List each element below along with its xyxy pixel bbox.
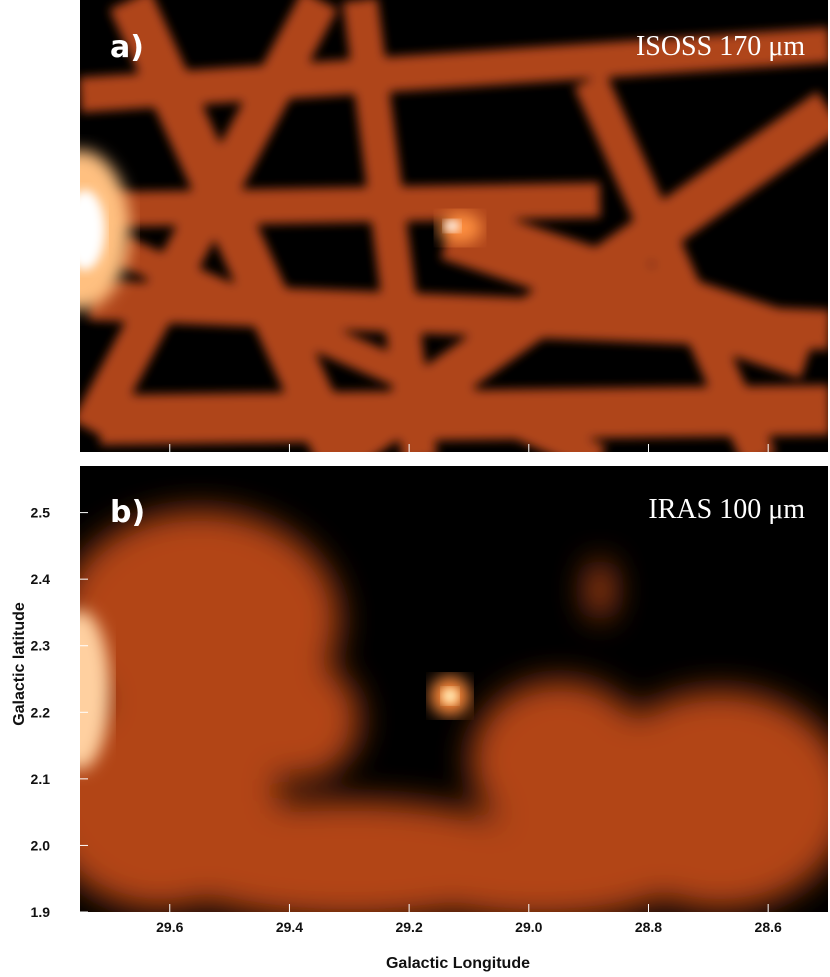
- panel-label: a): [110, 30, 144, 65]
- x-tick-label: 28.6: [755, 919, 782, 935]
- x-axis-title: Galactic Longitude: [386, 955, 530, 972]
- y-tick-label: 2.2: [31, 704, 51, 720]
- y-tick-label: 2.0: [31, 837, 51, 853]
- x-tick-label: 29.6: [156, 919, 183, 935]
- x-tick-label: 29.0: [515, 919, 542, 935]
- annotation: ISOSS 170 μm: [636, 31, 805, 62]
- y-tick-label: 2.4: [31, 571, 51, 587]
- x-tick-label: 29.2: [395, 919, 422, 935]
- panel-a-image: [80, 0, 828, 452]
- x-tick-label: 29.4: [276, 919, 303, 935]
- y-axis-title: Galactic latitude: [11, 602, 28, 726]
- panel-label: b): [110, 495, 145, 530]
- annotation: IRAS 100 μm: [648, 494, 805, 525]
- y-tick-label: 1.9: [31, 904, 51, 920]
- y-tick-label: 2.1: [31, 771, 51, 787]
- y-tick-label: 2.5: [31, 505, 51, 521]
- x-tick-label: 28.8: [635, 919, 662, 935]
- y-tick-label: 2.3: [31, 638, 51, 654]
- panel-b-image: [80, 466, 828, 912]
